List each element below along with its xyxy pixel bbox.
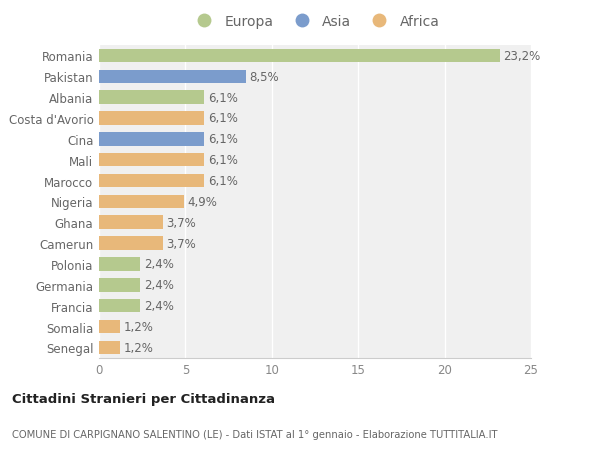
Bar <box>99 195 184 209</box>
Bar <box>99 70 246 84</box>
Bar <box>99 50 500 63</box>
Text: Cittadini Stranieri per Cittadinanza: Cittadini Stranieri per Cittadinanza <box>12 392 275 405</box>
Text: 8,5%: 8,5% <box>250 71 279 84</box>
Bar <box>99 341 120 354</box>
Text: 2,4%: 2,4% <box>144 300 174 313</box>
Text: 6,1%: 6,1% <box>208 91 238 104</box>
Bar <box>99 174 205 188</box>
Bar <box>99 320 120 334</box>
Text: 3,7%: 3,7% <box>166 237 196 250</box>
Text: 6,1%: 6,1% <box>208 154 238 167</box>
Text: 6,1%: 6,1% <box>208 133 238 146</box>
Legend: Europa, Asia, Africa: Europa, Asia, Africa <box>186 11 444 33</box>
Bar <box>99 154 205 167</box>
Text: COMUNE DI CARPIGNANO SALENTINO (LE) - Dati ISTAT al 1° gennaio - Elaborazione TU: COMUNE DI CARPIGNANO SALENTINO (LE) - Da… <box>12 429 497 439</box>
Text: 1,2%: 1,2% <box>123 341 153 354</box>
Text: 6,1%: 6,1% <box>208 175 238 188</box>
Text: 23,2%: 23,2% <box>503 50 541 63</box>
Bar <box>99 279 140 292</box>
Text: 2,4%: 2,4% <box>144 258 174 271</box>
Bar <box>99 112 205 125</box>
Bar <box>99 133 205 146</box>
Text: 1,2%: 1,2% <box>123 320 153 333</box>
Text: 6,1%: 6,1% <box>208 112 238 125</box>
Bar <box>99 257 140 271</box>
Text: 2,4%: 2,4% <box>144 279 174 291</box>
Bar <box>99 299 140 313</box>
Bar <box>99 91 205 105</box>
Bar <box>99 237 163 250</box>
Bar <box>99 216 163 230</box>
Text: 4,9%: 4,9% <box>187 196 217 208</box>
Text: 3,7%: 3,7% <box>166 216 196 229</box>
